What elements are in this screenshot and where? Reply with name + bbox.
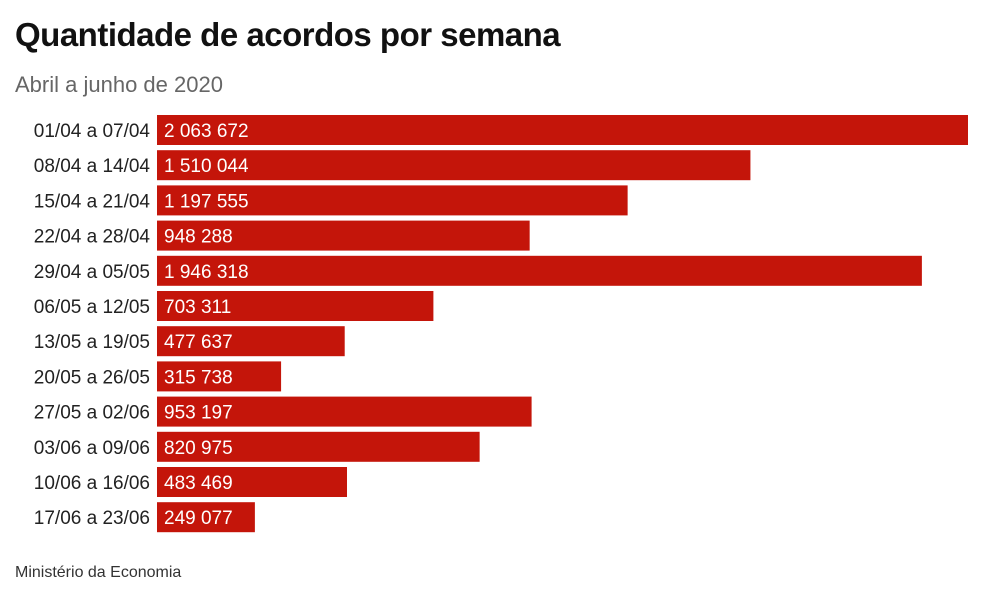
bar-value-label: 1 946 318 bbox=[164, 262, 249, 283]
bar-value-label: 820 975 bbox=[164, 438, 233, 459]
bar-value-label: 483 469 bbox=[164, 473, 233, 494]
bar bbox=[157, 431, 480, 462]
bars bbox=[157, 115, 968, 533]
category-label: 13/05 a 19/05 bbox=[34, 332, 150, 353]
bar bbox=[157, 291, 434, 321]
bar bbox=[157, 115, 968, 145]
category-label: 17/06 a 23/06 bbox=[34, 508, 150, 529]
bar bbox=[157, 185, 628, 216]
bar bbox=[157, 220, 530, 251]
bar-value-label: 1 510 044 bbox=[164, 156, 249, 177]
bar bbox=[157, 396, 532, 427]
bar-value-label: 703 311 bbox=[164, 297, 231, 318]
category-label: 22/04 a 28/04 bbox=[34, 227, 151, 248]
category-label: 29/04 a 05/05 bbox=[34, 262, 150, 283]
chart-subtitle: Abril a junho de 2020 bbox=[15, 72, 223, 97]
category-label: 08/04 a 14/04 bbox=[34, 156, 151, 177]
bar-value-label: 315 738 bbox=[164, 367, 233, 388]
bar-value-label: 948 288 bbox=[164, 227, 233, 248]
bar-chart: 01/04 a 07/04 08/04 a 14/04 15/04 a 21/04 2… bbox=[34, 115, 968, 533]
category-labels: 01/04 a 07/04 08/04 a 14/04 15/04 a 21/04 2… bbox=[34, 121, 151, 529]
bar bbox=[157, 150, 751, 181]
bar bbox=[157, 255, 922, 286]
category-label: 27/05 a 02/06 bbox=[34, 403, 150, 424]
bar-value-label: 953 197 bbox=[164, 403, 233, 424]
category-label: 15/04 a 21/04 bbox=[34, 191, 151, 212]
bar-value-label: 249 077 bbox=[164, 508, 233, 529]
bar bbox=[157, 361, 282, 392]
value-labels: 2 063 672 1 510 044 1 197 555 948 288 1 946 … bbox=[164, 121, 249, 529]
bar bbox=[157, 326, 345, 357]
bar-value-label: 2 063 672 bbox=[164, 121, 249, 142]
category-label: 06/05 a 12/05 bbox=[34, 297, 150, 318]
category-label: 10/06 a 16/06 bbox=[34, 473, 150, 494]
category-label: 20/05 a 26/05 bbox=[34, 367, 150, 388]
bar bbox=[157, 502, 255, 533]
category-label: 03/06 a 09/06 bbox=[34, 438, 150, 459]
bar-value-label: 477 637 bbox=[164, 332, 233, 353]
chart-title: Quantidade de acordos por semana bbox=[15, 16, 561, 53]
source-note: Ministério da Economia bbox=[15, 564, 182, 581]
bar-value-label: 1 197 555 bbox=[164, 191, 249, 212]
category-label: 01/04 a 07/04 bbox=[34, 121, 151, 142]
bar bbox=[157, 467, 347, 497]
